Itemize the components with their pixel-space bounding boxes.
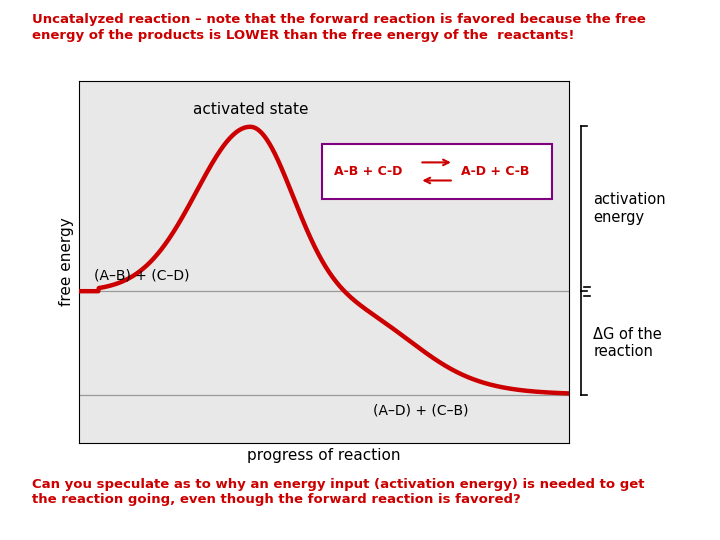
Text: ΔG of the
reaction: ΔG of the reaction bbox=[593, 327, 662, 359]
Text: activated state: activated state bbox=[193, 102, 308, 117]
Text: Can you speculate as to why an energy input (activation energy) is needed to get: Can you speculate as to why an energy in… bbox=[32, 478, 645, 506]
Y-axis label: free energy: free energy bbox=[58, 218, 73, 306]
Text: A-D + C-B: A-D + C-B bbox=[461, 165, 529, 178]
X-axis label: progress of reaction: progress of reaction bbox=[247, 448, 401, 463]
Text: activation
energy: activation energy bbox=[593, 192, 666, 225]
Text: A-B + C-D: A-B + C-D bbox=[334, 165, 402, 178]
Text: Uncatalyzed reaction – note that the forward reaction is favored because the fre: Uncatalyzed reaction – note that the for… bbox=[32, 14, 646, 42]
Text: (A–D) + (C–B): (A–D) + (C–B) bbox=[373, 403, 469, 417]
Text: (A–B) + (C–D): (A–B) + (C–D) bbox=[94, 268, 189, 282]
FancyBboxPatch shape bbox=[322, 144, 552, 199]
